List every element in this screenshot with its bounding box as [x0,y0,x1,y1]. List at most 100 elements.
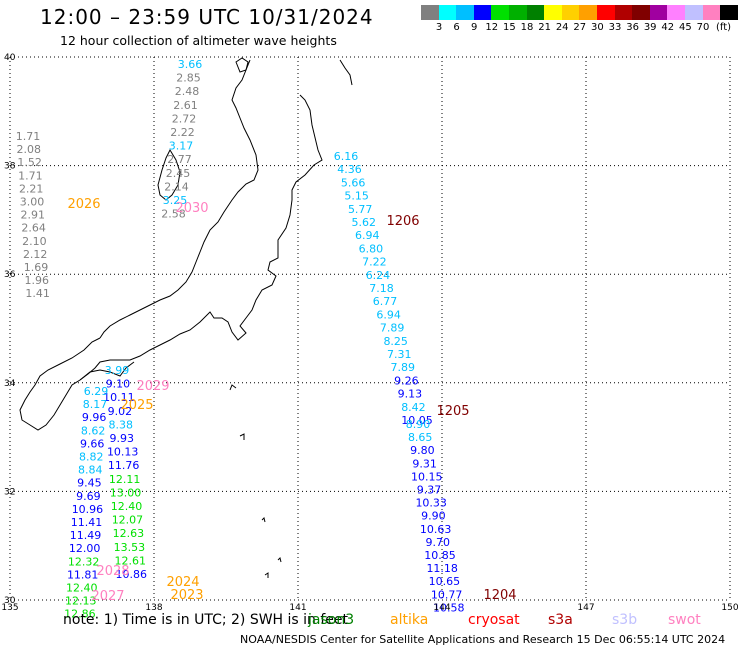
latitude-tick-label: 34 [4,379,16,389]
wave-height-value: 9.70 [426,536,451,549]
latitude-tick-label: 36 [4,270,16,280]
pass-time-label: 2025 [120,398,153,413]
wave-height-value: 2.91 [21,209,46,222]
legend-item-jason3: jason3 [308,612,355,628]
wave-height-value: 9.96 [82,411,107,424]
wave-height-value: 1.52 [17,156,42,169]
longitude-tick-label: 150 [721,603,738,613]
legend-item-s3a: s3a [548,612,573,628]
longitude-tick-label: 147 [577,603,594,613]
wave-height-value: 10.77 [431,588,463,601]
wave-height-value: 8.38 [109,418,134,431]
wave-height-value: 2.21 [19,182,44,195]
color-swatch [579,5,597,20]
wave-height-value: 9.93 [110,432,135,445]
wave-height-value: 3.00 [20,196,45,209]
page-subtitle: 12 hour collection of altimeter wave hei… [60,33,337,48]
legend-item-altika: altika [390,612,429,628]
longitude-tick-label: 141 [289,603,306,613]
wave-height-value: 10.15 [411,470,443,483]
wave-height-value: 2.61 [173,99,198,112]
color-swatch [702,5,721,20]
color-scale-label: 15 [503,22,516,33]
color-swatch [438,5,457,20]
wave-height-value: 9.26 [394,374,419,387]
wave-height-value: 12.61 [115,554,147,567]
color-scale-label: 24 [555,22,569,33]
sado-island [235,57,249,73]
wave-height-value: 10.05 [401,414,433,427]
west-honshu-coastline [99,59,259,339]
credit-line: NOAA/NESDIS Center for Satellite Applica… [240,633,726,646]
color-swatch [614,5,633,20]
wave-height-value: 12.13 [65,595,97,608]
color-swatch [561,5,580,20]
wave-height-value: 8.84 [78,464,103,477]
wave-height-value: 3.25 [163,194,188,207]
noto-peninsula [157,148,181,201]
coastline [19,57,353,578]
hokkaido-coast [339,59,353,86]
footnote: note: 1) Time is in UTC; 2) SWH is in fe… [63,612,349,628]
wave-height-value: 2.22 [170,126,195,139]
wave-height-value: 7.18 [369,282,394,295]
wave-height-value: 5.62 [352,216,377,229]
wave-height-value: 12.32 [68,555,100,568]
latitude-tick-label: 30 [4,596,16,606]
wave-height-value: 9.80 [410,444,435,457]
color-scale-label: 33 [608,22,622,33]
color-swatch [684,5,703,20]
wave-height-value: 10.11 [103,391,135,404]
wave-height-value: 12.07 [112,514,144,527]
altimeter-tracks: 3.662.852.482.612.722.223.172.772.452.14… [16,58,517,621]
wave-height-value: 2.64 [21,222,46,235]
color-swatch [649,5,668,20]
wave-height-value: 1.71 [16,130,41,143]
color-swatch [473,5,492,20]
wave-height-value: 12.00 [69,542,101,555]
wave-height-value: 6.24 [366,269,391,282]
color-scale-label: 12 [485,22,499,33]
color-scale-label: 45 [679,22,692,33]
color-swatch [456,5,474,20]
wave-height-value: 1.96 [25,274,50,287]
wave-height-value: 2.85 [176,72,201,85]
wave-height-value: 11.76 [108,459,140,472]
wave-height-value: 10.58 [433,601,465,614]
page-title: 12:00 – 23:59 UTC 10/31/2024 [40,5,374,29]
color-swatch [720,5,738,20]
color-scale-label: 36 [626,22,639,33]
wave-height-value: 12.11 [109,473,141,486]
izu-islands [229,384,282,578]
color-swatch [491,5,509,20]
wave-height-value: 1.71 [18,169,43,182]
wave-height-value: 5.77 [348,203,373,216]
longitude-tick-label: 144 [433,603,450,613]
wave-height-value: 6.29 [84,385,109,398]
wave-height-value: 11.18 [426,562,458,575]
wave-height-value: 6.94 [355,229,380,242]
wave-height-value: 2.72 [172,112,197,125]
wave-height-value: 7.89 [391,361,416,374]
wave-height-value: 2.08 [17,143,42,156]
pass-time-label: 2030 [175,201,208,216]
wave-height-value: 12.40 [66,582,98,595]
wave-height-value: 2.12 [23,248,48,261]
wave-height-value: 4.36 [337,163,362,176]
wave-height-value: 7.89 [380,322,405,335]
wave-height-value: 11.49 [70,529,102,542]
wave-height-value: 1.69 [24,261,49,274]
wave-height-value: 12.63 [113,527,145,540]
wave-height-value: 3.66 [178,58,203,71]
wave-height-value: 6.94 [376,308,401,321]
kii-coast [79,361,135,381]
wave-height-value: 6.77 [373,295,398,308]
latitude-tick-label: 40 [4,53,16,63]
wave-height-value: 10.63 [420,523,452,536]
color-scale-label: 18 [520,22,534,33]
wave-height-value: 6.16 [334,150,359,163]
wave-height-value: 6.80 [359,242,384,255]
wave-height-value: 8.42 [401,401,426,414]
wave-height-value: 2.14 [164,180,189,193]
pass-time-label: 2026 [67,197,100,212]
